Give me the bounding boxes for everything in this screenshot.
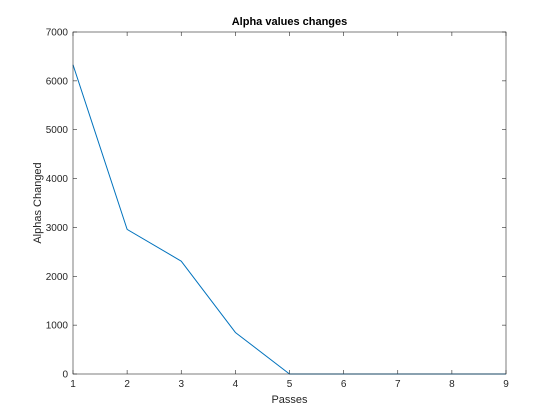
y-tick-label: 4000 xyxy=(46,174,69,185)
y-tick-label: 5000 xyxy=(46,125,69,136)
y-tick-label: 0 xyxy=(62,370,68,381)
tick-labels-layer: 1 2 3 4 5 6 7 8 9 0 1000 2000 3000 4000 5000 6000 7000 xyxy=(46,28,509,391)
x-tick-label: 6 xyxy=(341,379,347,390)
x-tick-label: 9 xyxy=(503,379,509,390)
chart-title: Alpha values changes xyxy=(232,16,348,28)
x-tick-label: 1 xyxy=(70,379,76,390)
x-tick-label: 3 xyxy=(178,379,184,390)
plot-background xyxy=(73,32,506,374)
x-tick-label: 5 xyxy=(287,379,293,390)
y-tick-label: 1000 xyxy=(46,321,69,332)
y-tick-label: 7000 xyxy=(46,28,69,39)
x-tick-label: 8 xyxy=(449,379,455,390)
x-tick-label: 2 xyxy=(124,379,130,390)
y-axis-label: Alphas Changed xyxy=(32,162,44,243)
y-tick-label: 2000 xyxy=(46,272,69,283)
y-tick-label: 3000 xyxy=(46,223,69,234)
y-tick-label: 6000 xyxy=(46,76,69,87)
x-axis-label: Passes xyxy=(271,394,308,406)
x-tick-label: 4 xyxy=(233,379,239,390)
plot-frame xyxy=(72,31,507,375)
x-tick-label: 7 xyxy=(395,379,401,390)
